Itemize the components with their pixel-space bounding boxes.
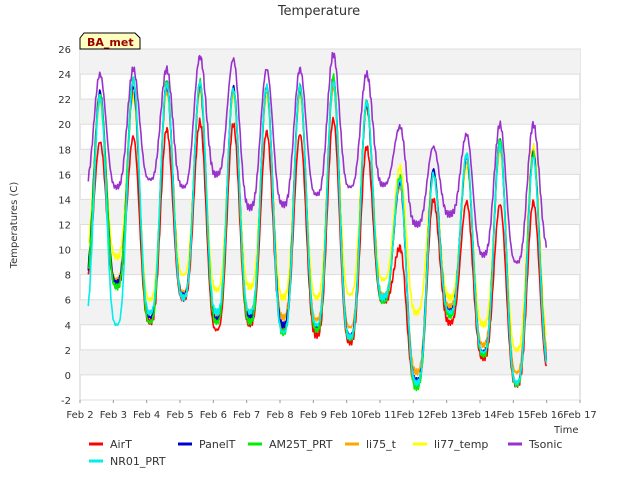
grid-band <box>80 299 580 325</box>
x-tick-label: Feb 15 <box>497 410 531 421</box>
x-axis-ticks: Feb 2 Feb 3 Feb 4 Feb 5 Feb 6 Feb 7 Feb 8 Feb 9… <box>66 400 597 421</box>
site-badge: BA_met <box>79 32 141 50</box>
legend: AirT PanelT AM25T_PRT li75_t li77_temp Tsonic… <box>89 438 562 468</box>
y-tick-label: 0 <box>65 371 71 382</box>
x-tick-label: Feb 14 <box>463 410 497 421</box>
x-tick-label: Feb 9 <box>300 410 327 421</box>
x-tick-label: Feb 10 <box>330 410 364 421</box>
x-tick-label: Feb 12 <box>397 410 431 421</box>
y-tick-label: 2 <box>65 346 71 357</box>
grid-band <box>80 249 580 275</box>
y-tick-label: 10 <box>58 246 71 257</box>
series-lines <box>87 51 548 392</box>
x-axis-label: Time <box>553 425 578 436</box>
x-tick-label: Feb 3 <box>100 410 127 421</box>
y-tick-label: 24 <box>58 70 71 81</box>
series-line-Tsonic <box>87 51 548 265</box>
legend-label-NR01_PRT: NR01_PRT <box>110 455 166 468</box>
y-tick-label: 22 <box>58 95 71 106</box>
legend-label-li77_temp: li77_temp <box>434 438 488 451</box>
y-tick-label: 18 <box>58 145 71 156</box>
site-badge-shape <box>79 32 141 50</box>
series-line-AirT <box>87 116 548 388</box>
legend-label-li75_t: li75_t <box>366 438 397 451</box>
x-tick-label: Feb 2 <box>66 410 93 421</box>
x-tick-label: Feb 7 <box>233 410 260 421</box>
x-tick-label: Feb 5 <box>166 410 193 421</box>
legend-label-AirT: AirT <box>110 438 132 451</box>
x-tick-label: Feb 6 <box>200 410 227 421</box>
x-tick-label: Feb 13 <box>430 410 464 421</box>
y-tick-label: 26 <box>58 45 71 56</box>
x-tick-label: Feb 8 <box>266 410 293 421</box>
y-tick-label: -2 <box>61 396 71 407</box>
y-tick-label: 20 <box>58 120 71 131</box>
x-tick-label: Feb 11 <box>363 410 397 421</box>
y-axis-label: Temperatures (C) <box>9 182 20 270</box>
y-tick-label: 6 <box>65 296 71 307</box>
x-tick-label: Feb 17 <box>563 410 597 421</box>
x-tick-label: Feb 16 <box>530 410 564 421</box>
y-tick-label: 14 <box>58 195 71 206</box>
legend-label-Tsonic: Tsonic <box>528 438 562 451</box>
grid-band <box>80 349 580 375</box>
legend-label-PanelT: PanelT <box>199 438 236 451</box>
series-line-NR01_PRT <box>87 76 548 387</box>
y-tick-label: 8 <box>65 271 71 282</box>
chart-title: Temperature <box>277 4 360 19</box>
legend-label-AM25T_PRT: AM25T_PRT <box>269 438 333 451</box>
y-tick-label: 16 <box>58 170 71 181</box>
x-tick-label: Feb 4 <box>133 410 160 421</box>
y-tick-label: 12 <box>58 221 71 232</box>
site-badge-label: BA_met <box>87 36 134 49</box>
y-tick-label: 4 <box>65 321 71 332</box>
